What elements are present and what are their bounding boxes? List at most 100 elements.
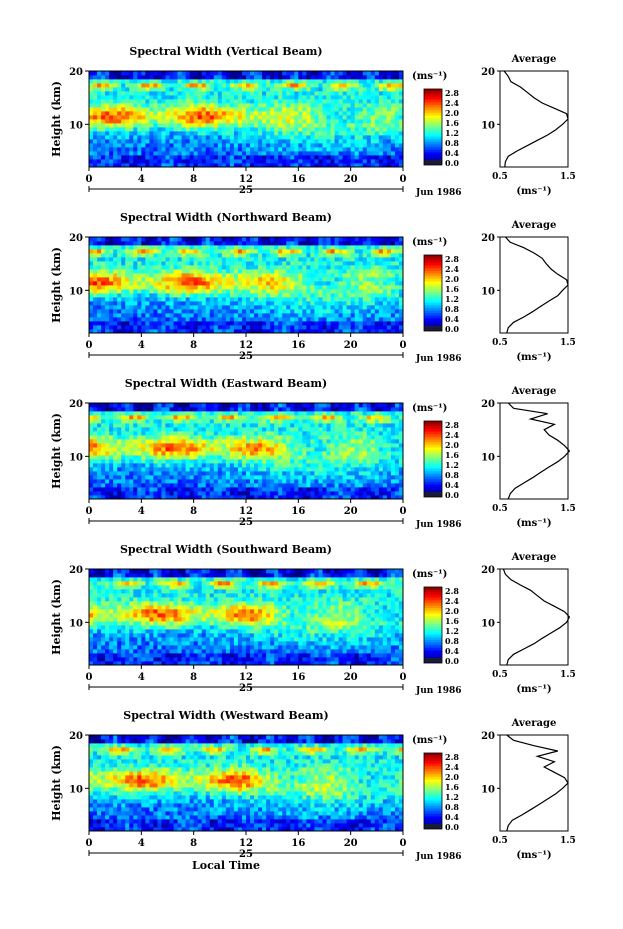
- heatmap-cell: [213, 237, 219, 242]
- heatmap-cell: [213, 487, 219, 492]
- heatmap-cell: [149, 427, 154, 432]
- heatmap-cell: [177, 289, 182, 294]
- heatmap-cell: [266, 431, 271, 436]
- heatmap-cell: [270, 451, 275, 456]
- heatmap-cell: [374, 301, 380, 306]
- heatmap-cell: [113, 309, 118, 314]
- heatmap-cell: [294, 87, 299, 92]
- heatmap-cell: [258, 463, 263, 468]
- heatmap-cell: [121, 447, 126, 452]
- heatmap-cell: [141, 237, 146, 242]
- heatmap-cell: [233, 329, 239, 334]
- heatmap-cell: [153, 435, 158, 440]
- colorbar-tick-label: 0.0: [445, 324, 459, 334]
- heatmap-cell: [314, 305, 319, 310]
- heatmap-cell: [89, 155, 94, 160]
- heatmap-cell: [258, 459, 263, 464]
- heatmap-cell: [133, 289, 138, 294]
- heatmap-cell: [246, 309, 251, 314]
- heatmap-cell: [189, 411, 195, 416]
- heatmap-cell: [109, 431, 114, 436]
- heatmap-cell: [262, 459, 267, 464]
- heatmap-cell: [250, 285, 255, 290]
- heatmap-cell: [149, 123, 154, 128]
- heatmap-cell: [266, 297, 271, 302]
- heatmap-cell: [394, 257, 400, 262]
- heatmap-cell: [282, 87, 287, 92]
- heatmap-cell: [246, 431, 251, 436]
- heatmap-cell: [109, 479, 114, 484]
- heatmap-cell: [97, 83, 102, 88]
- heatmap-cell: [278, 321, 283, 326]
- heatmap-cell: [189, 95, 195, 100]
- heatmap-cell: [326, 317, 331, 322]
- heatmap-cell: [181, 273, 187, 278]
- heatmap-cell: [105, 403, 110, 408]
- heatmap-cell: [133, 155, 138, 160]
- heatmap-cell: [274, 305, 279, 310]
- heatmap-cell: [290, 257, 295, 262]
- heatmap-cell: [93, 143, 98, 148]
- heatmap-cell: [165, 131, 170, 136]
- heatmap-cell: [233, 155, 239, 160]
- heatmap-cell: [294, 99, 299, 104]
- heatmap-cell: [374, 309, 380, 314]
- heatmap-cell: [209, 249, 215, 254]
- heatmap-cell: [334, 87, 339, 92]
- heatmap-cell: [350, 159, 356, 164]
- heatmap-cell: [133, 403, 138, 408]
- panel-title: Spectral Width (Northward Beam): [120, 211, 332, 224]
- heatmap-cell: [217, 135, 223, 140]
- heatmap-cell: [89, 431, 94, 436]
- heatmap-cell: [286, 269, 291, 274]
- heatmap-cell: [258, 439, 263, 444]
- heatmap-cell: [258, 139, 263, 144]
- heatmap-cell: [93, 491, 98, 496]
- heatmap-cell: [237, 131, 243, 136]
- heatmap-cell: [165, 289, 170, 294]
- heatmap-cell: [374, 151, 380, 156]
- heatmap-cell: [205, 293, 211, 298]
- heatmap-cell: [298, 241, 303, 246]
- heatmap-cell: [125, 301, 130, 306]
- heatmap-cell: [217, 257, 223, 262]
- heatmap-cell: [398, 265, 404, 270]
- heatmap-cell: [149, 83, 154, 88]
- heatmap-cell: [358, 281, 364, 286]
- heatmap-cell: [322, 309, 327, 314]
- heatmap-cell: [201, 111, 207, 116]
- heatmap-cell: [165, 483, 170, 488]
- heatmap-cell: [145, 265, 150, 270]
- heatmap-cell: [241, 281, 247, 286]
- heatmap-cell: [201, 119, 207, 124]
- heatmap-cell: [270, 285, 275, 290]
- heatmap-cell: [294, 249, 299, 254]
- heatmap-cell: [209, 427, 215, 432]
- heatmap-cell: [161, 237, 166, 242]
- heatmap-cell: [386, 317, 392, 322]
- heatmap-cell: [101, 475, 106, 480]
- heatmap-cell: [109, 277, 114, 282]
- heatmap-cell: [101, 163, 106, 168]
- heatmap-cell: [386, 163, 392, 168]
- heatmap-cell: [221, 459, 227, 464]
- heatmap-cell: [246, 423, 251, 428]
- heatmap-cell: [149, 455, 154, 460]
- heatmap-cell: [177, 435, 182, 440]
- heatmap-cell: [274, 99, 279, 104]
- heatmap-cell: [157, 325, 162, 330]
- heatmap-cell: [378, 305, 384, 310]
- heatmap-cell: [342, 261, 348, 266]
- heatmap-cell: [197, 75, 203, 80]
- heatmap-cell: [241, 241, 247, 246]
- heatmap-cell: [225, 261, 231, 266]
- heatmap-cell: [185, 159, 191, 164]
- heatmap-cell: [165, 423, 170, 428]
- heatmap-cell: [169, 241, 174, 246]
- heatmap-cell: [350, 143, 356, 148]
- heatmap-cell: [266, 471, 271, 476]
- heatmap-cell: [161, 495, 166, 500]
- heatmap-cell: [157, 427, 162, 432]
- heatmap-cell: [354, 253, 360, 258]
- heatmap-cell: [382, 79, 388, 84]
